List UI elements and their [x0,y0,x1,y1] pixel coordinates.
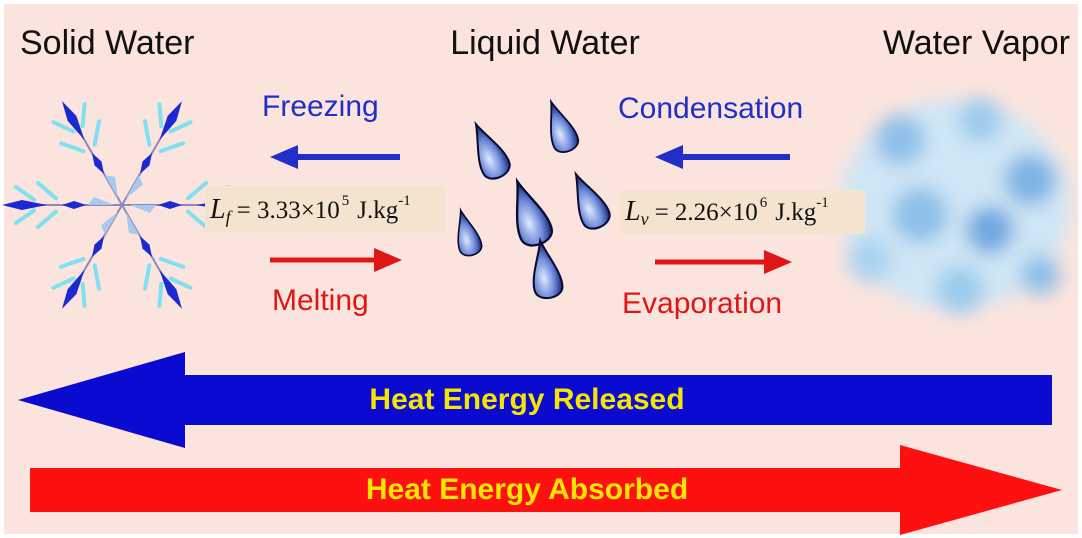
subscript: v [641,209,649,229]
feather [157,102,164,129]
formula: Lf = 3.33×10 5 J.kg-1 [209,193,411,227]
unit-exponent: -1 [816,195,829,211]
flake-arm [2,181,122,229]
subscript: f [226,207,234,227]
feather [80,281,87,308]
vapor-title: Water Vapor [883,24,1070,62]
feather [58,141,86,154]
condensation-arrow [655,145,790,169]
droplet [457,207,483,257]
formula: Lv = 2.26×10 6 J.kg-1 [624,195,829,229]
arm-mid [140,153,152,174]
absorbed-arrow [30,445,1062,535]
arm-tip [2,200,47,210]
feather [92,263,102,291]
feather [186,181,208,201]
inner [130,205,156,213]
feather [168,276,193,290]
feather [186,209,208,229]
evaporation-arrow [655,250,792,274]
condensation-label: Condensation [618,92,803,125]
feather [168,120,193,134]
flake-arm [51,204,123,309]
flake-arm [121,101,193,206]
arm-mid [92,153,104,174]
freezing-arrow [270,145,400,169]
absorbed-label: Heat Energy Absorbed [366,473,688,506]
feather [80,102,87,129]
arm-tip [62,101,85,141]
formula-box [620,190,865,234]
droplet [532,236,564,300]
inner [101,211,118,235]
inner [88,197,114,205]
solid-title: Solid Water [20,24,194,62]
arm-mid [62,201,86,209]
feather [58,256,86,269]
freezing-label: Freezing [262,90,379,123]
released-label: Heat Energy Released [369,383,684,416]
melting-arrow [270,248,402,272]
feather [36,209,58,229]
vapor-cloud [840,98,1070,314]
arm-tip [159,101,182,141]
arm-mid [140,236,152,257]
liquid-title: Liquid Water [450,24,640,62]
released-arrow [18,352,1052,448]
unit-exponent: -1 [398,193,411,209]
droplets [457,98,611,300]
formula-box [205,186,445,232]
droplet [549,98,579,153]
feather [158,256,186,269]
droplet [574,170,611,230]
inner [105,175,118,199]
inner [126,175,143,199]
feather [14,185,36,202]
feather [142,119,152,147]
body: = 3.33×10 [237,197,340,224]
melting-label: Melting [272,284,369,317]
symbol: L [624,196,641,227]
flake-arm [121,204,193,309]
arm-tip [159,269,182,309]
formula-text: Lf = 3.33×10 5 J.kg-1 [209,193,411,227]
droplet [474,120,511,180]
symbol: L [209,194,226,225]
feather [92,119,102,147]
formula-text: Lv = 2.26×10 6 J.kg-1 [624,195,829,229]
flake-arm [51,101,123,206]
feather [51,120,76,134]
body: = 2.26×10 [655,199,758,226]
arm-mid [158,201,182,209]
inner [126,211,139,235]
feather [14,208,36,225]
unit: J.kg [775,199,816,226]
feather [157,281,164,308]
feather [36,181,58,201]
evaporation-label: Evaporation [622,287,782,320]
feather [51,276,76,290]
exponent: 5 [342,193,350,209]
arm-mid [92,236,104,257]
unit: J.kg [357,197,398,224]
feather [142,263,152,291]
exponent: 6 [760,195,768,211]
feather [158,141,186,154]
arm-tip [62,269,85,309]
